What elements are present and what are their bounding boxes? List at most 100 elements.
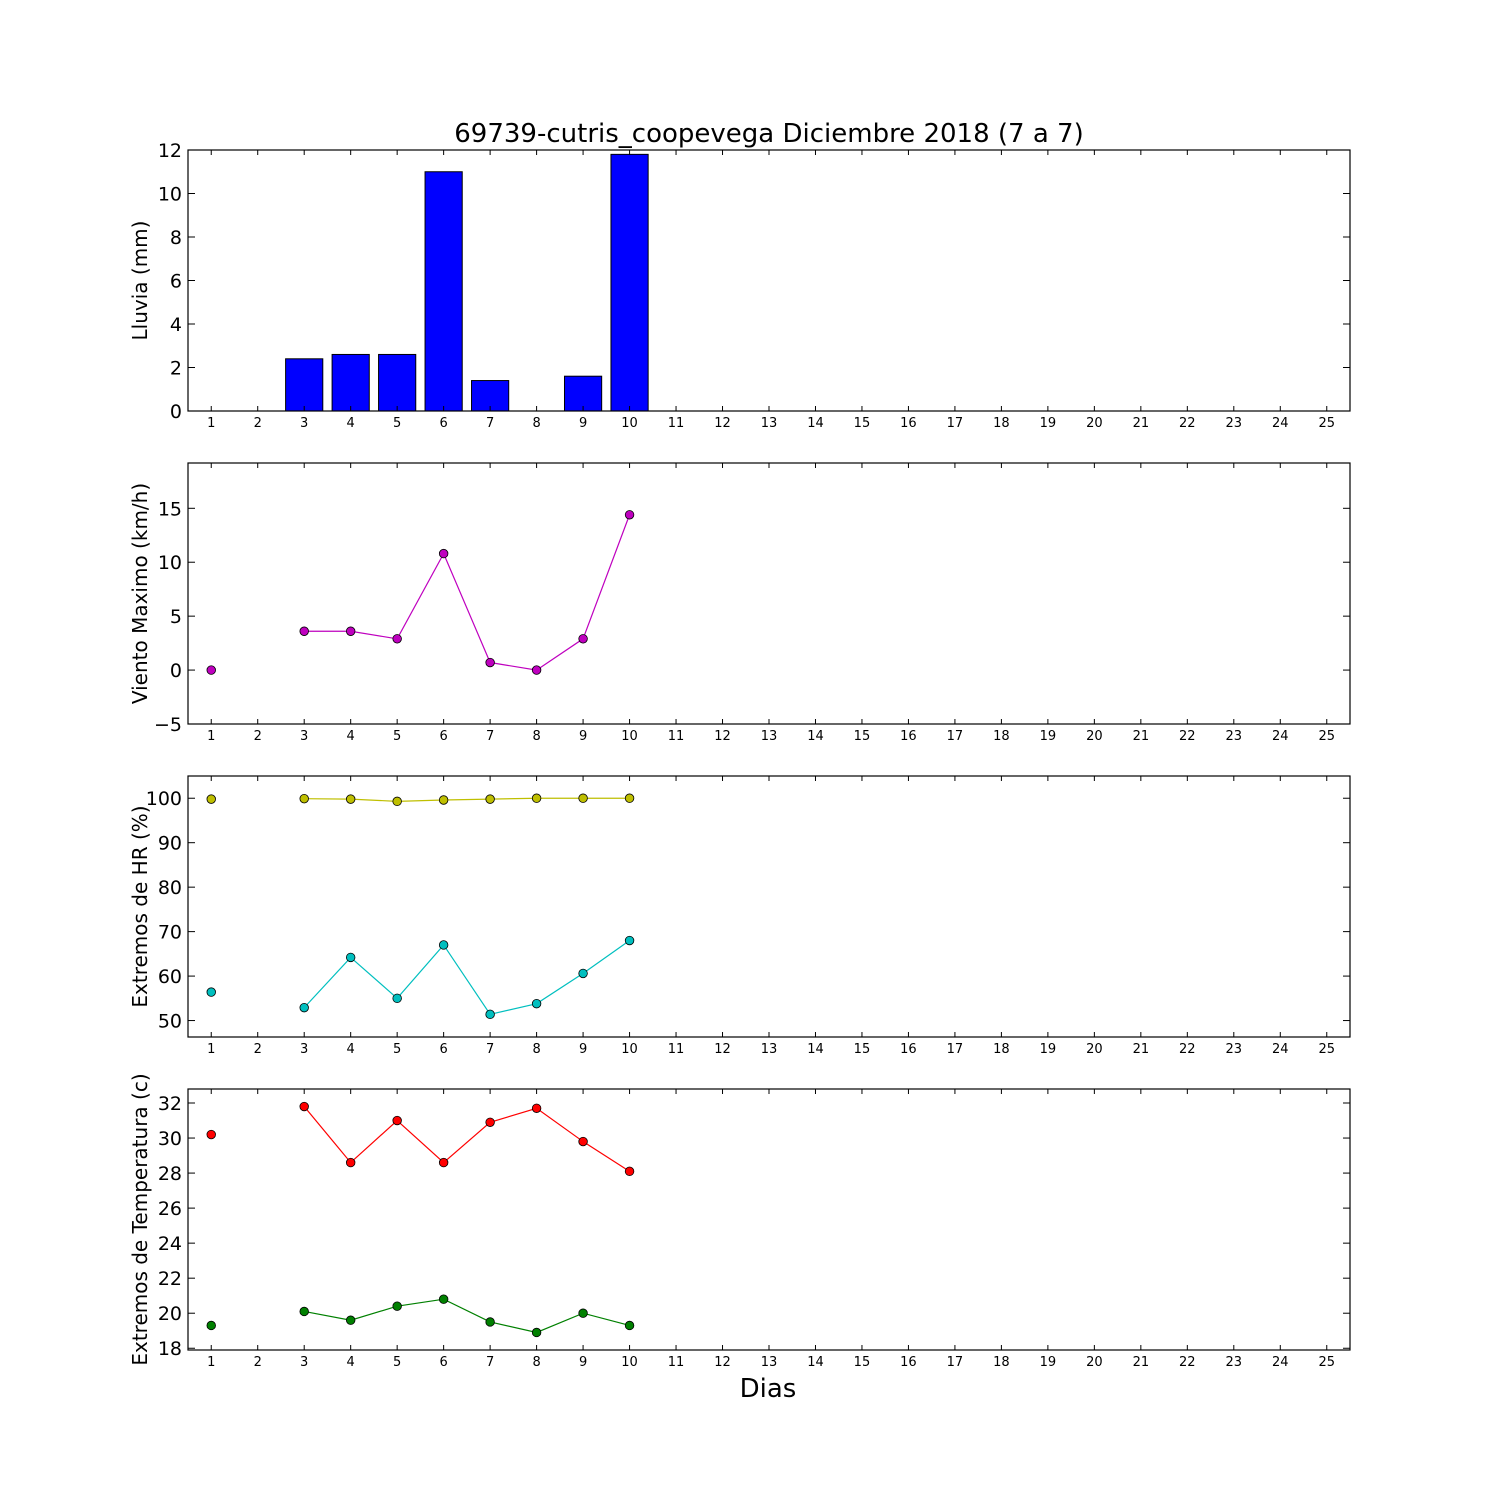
x-tick-label-10: 10 — [621, 729, 638, 744]
x-tick-label-9: 9 — [579, 416, 587, 431]
series-2-point-day-9 — [578, 968, 588, 979]
x-tick-label-15: 15 — [854, 416, 871, 431]
y-tick-label: 5 — [170, 606, 182, 628]
x-tick-label-9: 9 — [579, 729, 587, 744]
x-tick-label-23: 23 — [1226, 1042, 1243, 1057]
panel-4: 1 2 3 4 5 6 7 8 9 10 11 12 13 14 15 16 17 18 19 20 21 22 23 24 2… — [128, 1073, 1351, 1370]
series-2-line-2 — [303, 940, 630, 1015]
x-tick-label-22: 22 — [1179, 729, 1196, 744]
series-2-point-day-4 — [345, 952, 356, 963]
x-tick-label-12: 12 — [714, 729, 731, 744]
x-tick-label-3: 3 — [300, 729, 308, 744]
series-1-point-day-8 — [531, 1103, 542, 1113]
x-tick-label-2: 2 — [254, 416, 262, 431]
y-tick-label: 24 — [158, 1233, 182, 1255]
series-2-point-day-8 — [531, 998, 542, 1009]
series-2-point-day-5 — [392, 993, 402, 1004]
series-2-point-day-4 — [345, 1315, 356, 1325]
series-1-point-day-6 — [438, 795, 449, 805]
x-tick-label-6: 6 — [439, 729, 447, 744]
x-tick-label-16: 16 — [900, 1042, 917, 1057]
x-tick-label-11: 11 — [668, 729, 685, 744]
x-tick-label-16: 16 — [900, 1355, 917, 1370]
x-tick-label-24: 24 — [1272, 729, 1289, 744]
x-tick-label-15: 15 — [854, 1355, 871, 1370]
series-2-point-day-1 — [206, 1320, 216, 1331]
series-1-point-day-1 — [206, 665, 216, 675]
x-tick-label-18: 18 — [993, 729, 1010, 744]
bar-day-10 — [610, 153, 649, 412]
y-tick-label: 100 — [146, 788, 182, 810]
y-axis-label: Extremos de HR (%) — [128, 805, 152, 1007]
x-tick-label-19: 19 — [1040, 1042, 1057, 1057]
x-tick-label-25: 25 — [1318, 1355, 1335, 1370]
series-1-point-day-3 — [299, 1101, 309, 1112]
x-tick-label-10: 10 — [621, 416, 638, 431]
x-tick-label-17: 17 — [947, 1355, 964, 1370]
y-axis-label: Extremos de Temperatura (c) — [128, 1073, 152, 1365]
series-1-point-day-7 — [485, 794, 495, 804]
x-tick-label-3: 3 — [300, 416, 308, 431]
series-1-point-day-6 — [438, 1157, 449, 1168]
x-tick-label-25: 25 — [1318, 729, 1335, 744]
series-1-point-day-4 — [345, 1157, 356, 1168]
x-tick-label-25: 25 — [1318, 416, 1335, 431]
series-1-point-day-4 — [345, 626, 356, 636]
y-tick-label: 0 — [170, 660, 182, 682]
x-tick-label-8: 8 — [532, 1355, 540, 1370]
x-tick-label-9: 9 — [579, 1355, 587, 1370]
y-tick-label: 10 — [158, 552, 182, 574]
series-1-point-day-1 — [206, 1129, 216, 1140]
series-2-point-day-1 — [206, 987, 216, 997]
x-tick-label-7: 7 — [486, 729, 494, 744]
x-tick-label-8: 8 — [532, 416, 540, 431]
series-2-line-2 — [304, 1298, 630, 1334]
x-tick-label-6: 6 — [439, 416, 447, 431]
series-2-point-day-3 — [299, 1002, 309, 1013]
x-tick-label-17: 17 — [947, 416, 964, 431]
x-tick-label-18: 18 — [993, 1042, 1010, 1057]
x-tick-label-4: 4 — [347, 1042, 355, 1057]
x-tick-label-9: 9 — [579, 1042, 587, 1057]
bar-day-3 — [285, 358, 324, 412]
x-tick-label-8: 8 — [532, 1042, 540, 1057]
series-1-point-day-5 — [392, 1115, 402, 1126]
y-tick-label: 15 — [158, 498, 182, 520]
series-1-point-day-1 — [206, 794, 216, 804]
panel-1: 1 2 3 4 5 6 7 8 9 10 11 12 13 14 15 16 17 18 19 20 21 22 23 24 2… — [128, 140, 1351, 431]
y-tick-label: 20 — [158, 1303, 182, 1325]
series-2-point-day-7 — [485, 1009, 495, 1020]
x-tick-label-12: 12 — [714, 1042, 731, 1057]
y-tick-label: 8 — [170, 227, 182, 249]
x-tick-label-1: 1 — [207, 729, 215, 744]
series-1-point-day-9 — [578, 634, 588, 644]
x-tick-label-1: 1 — [207, 416, 215, 431]
x-tick-label-23: 23 — [1226, 729, 1243, 744]
series-1-point-day-3 — [299, 793, 309, 804]
x-tick-label-6: 6 — [439, 1042, 447, 1057]
x-tick-label-14: 14 — [807, 416, 824, 431]
x-tick-label-5: 5 — [393, 729, 401, 744]
x-tick-label-14: 14 — [807, 729, 824, 744]
x-tick-label-23: 23 — [1226, 416, 1243, 431]
chart-title: 69739-cutris_coopevega Diciembre 2018 (7… — [454, 119, 1083, 149]
bar-day-7 — [471, 380, 510, 412]
series-1-point-day-5 — [392, 796, 402, 807]
x-tick-label-10: 10 — [621, 1355, 638, 1370]
y-tick-label: 2 — [170, 358, 182, 380]
x-tick-label-24: 24 — [1272, 416, 1289, 431]
y-tick-label: 60 — [158, 966, 182, 988]
series-1-point-day-3 — [299, 626, 309, 636]
series-2-point-day-9 — [578, 1308, 588, 1318]
x-tick-label-20: 20 — [1086, 729, 1103, 744]
series-1-point-day-10 — [624, 510, 635, 520]
series-1-line-2 — [303, 1106, 630, 1172]
series-2-point-day-6 — [438, 1294, 449, 1304]
x-tick-label-16: 16 — [900, 729, 917, 744]
x-tick-label-3: 3 — [300, 1042, 308, 1057]
x-tick-label-15: 15 — [854, 729, 871, 744]
y-tick-label: 28 — [158, 1163, 182, 1185]
series-1-point-day-5 — [392, 634, 402, 644]
x-tick-label-22: 22 — [1179, 1355, 1196, 1370]
series-2-point-day-7 — [485, 1317, 495, 1327]
